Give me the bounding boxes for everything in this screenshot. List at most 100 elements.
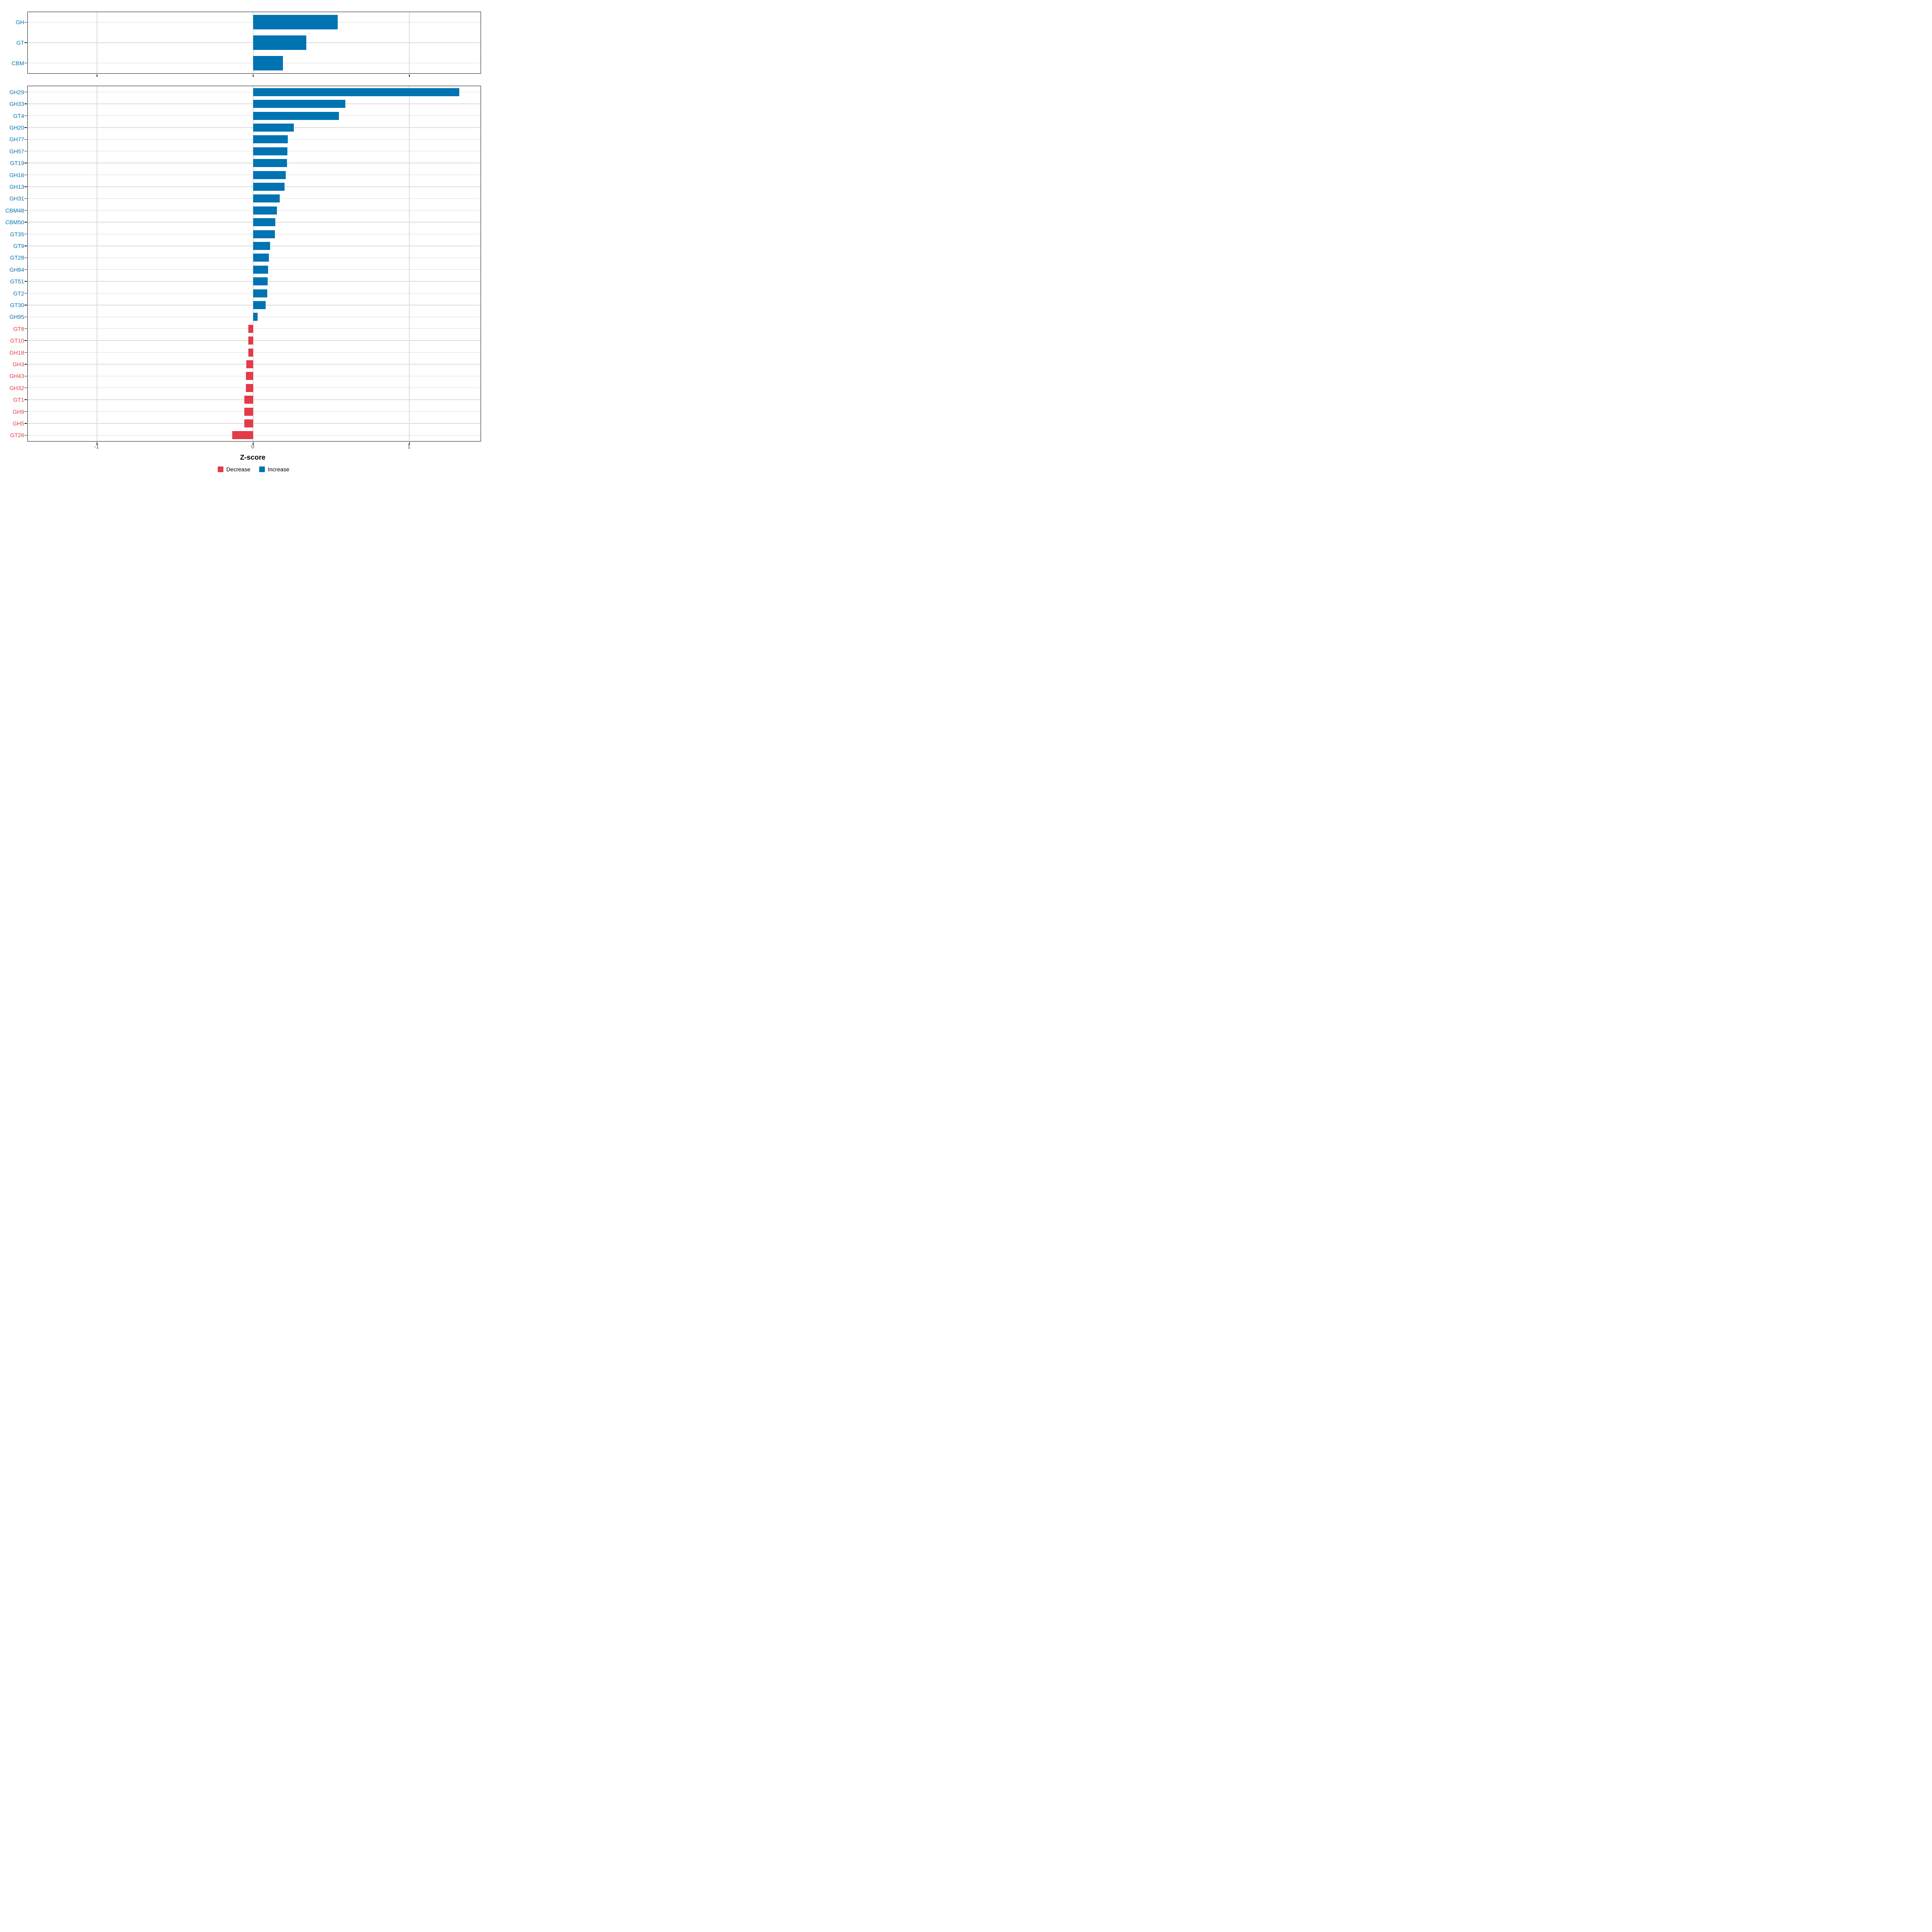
y-tick-GH84: [25, 269, 27, 270]
y-tick-GT8: [25, 328, 27, 329]
bar-GH84: [253, 265, 268, 274]
y-tick-GH57: [25, 151, 27, 152]
gridline-row-GH43: [28, 376, 481, 377]
category-label-GH31: GH31: [9, 195, 24, 202]
y-tick-GT10: [25, 340, 27, 341]
y-tick-GH95: [25, 316, 27, 318]
category-label-GT26: GT26: [10, 432, 24, 439]
bar-GT2: [253, 289, 267, 297]
category-label-GH84: GH84: [9, 266, 24, 273]
bar-CBM48: [253, 206, 277, 215]
x-tick-0: [253, 442, 254, 445]
y-tick-GT2: [25, 293, 27, 294]
y-tick-GH: [25, 22, 27, 23]
bar-CBM50: [253, 218, 275, 227]
y-tick-GT: [25, 42, 27, 43]
y-tick-GH31: [25, 198, 27, 199]
bar-GT10: [248, 336, 253, 345]
bar-GH9: [244, 407, 253, 416]
x-axis-tick-label-0: 0: [251, 444, 254, 450]
y-tick-GH9: [25, 411, 27, 412]
bar-GH43: [246, 372, 253, 380]
category-label-GH32: GH32: [9, 384, 24, 391]
bar-GH29: [253, 88, 460, 96]
category-label-GH77: GH77: [9, 136, 24, 143]
category-label-GT28: GT28: [10, 254, 24, 261]
gridline-row-GT1: [28, 399, 481, 400]
category-label-GH9: GH9: [12, 408, 24, 415]
category-label-CBM48: CBM48: [5, 207, 24, 214]
category-label-GH29: GH29: [9, 89, 24, 95]
y-tick-GH18: [25, 352, 27, 353]
legend-swatch-increase: [259, 466, 265, 472]
category-label-GH16: GH16: [9, 171, 24, 178]
gridline-row-GT10: [28, 340, 481, 341]
category-label-CBM: CBM: [11, 60, 24, 66]
gridline-row-GH3: [28, 364, 481, 365]
y-tick-CBM: [25, 62, 27, 64]
gridline-x-1: [409, 86, 410, 441]
y-tick-GH3: [25, 364, 27, 365]
category-label-GH20: GH20: [9, 124, 24, 131]
gridline-row-GH5: [28, 423, 481, 424]
bar-GH95: [253, 313, 258, 321]
category-label-GT9: GT9: [13, 242, 24, 249]
y-tick-GT26: [25, 435, 27, 436]
y-tick-GH5: [25, 423, 27, 424]
category-label-CBM50: CBM50: [5, 219, 24, 226]
x-axis-tick-label--1: -1: [94, 444, 99, 450]
y-tick-GH43: [25, 376, 27, 377]
bar-GH16: [253, 171, 286, 179]
y-tick-GT1: [25, 399, 27, 400]
bar-GH5: [244, 419, 253, 427]
bar-GT: [253, 35, 306, 50]
category-label-GH57: GH57: [9, 148, 24, 155]
legend-item-increase: Increase: [259, 466, 289, 473]
bottom-panel: GH29 GH33 GT4 GH20 GH77 GH57 GT19 GH16 GH13 GH31 C…: [5, 86, 481, 445]
bar-GH13: [253, 182, 285, 191]
category-label-GT35: GT35: [10, 231, 24, 237]
top-panel: GH GT CBM: [12, 12, 481, 77]
figure: GH GT CBM GH29 GH33 GT4 GH20 GH77 GH57 GT19 GH16 G…: [0, 0, 483, 483]
bar-GH77: [253, 135, 288, 144]
category-label-GT10: GT10: [10, 337, 24, 344]
y-tick-GH33: [25, 103, 27, 104]
bar-GH20: [253, 123, 294, 132]
bar-GH: [253, 15, 338, 30]
category-label-GH: GH: [16, 19, 24, 26]
bar-GH57: [253, 147, 287, 155]
category-label-GH95: GH95: [9, 314, 24, 320]
bar-GT28: [253, 254, 269, 262]
category-label-GT4: GT4: [13, 112, 24, 119]
bar-GH18: [248, 348, 253, 357]
bar-GT30: [253, 301, 266, 309]
category-label-GT19: GT19: [10, 160, 24, 167]
bar-GT26: [232, 431, 253, 440]
bar-GH32: [246, 384, 253, 392]
y-tick-GH20: [25, 127, 27, 128]
category-label-GT51: GT51: [10, 278, 24, 285]
gridline-row-GH18: [28, 352, 481, 353]
category-label-GT1: GT1: [13, 396, 24, 403]
category-label-GH5: GH5: [12, 420, 24, 427]
category-label-GH18: GH18: [9, 349, 24, 356]
y-tick-GT51: [25, 281, 27, 282]
gridline-row-GT26: [28, 435, 481, 436]
category-label-GH43: GH43: [9, 373, 24, 380]
category-label-GT30: GT30: [10, 301, 24, 308]
y-tick-GT35: [25, 233, 27, 235]
legend: Decrease Increase: [24, 466, 483, 473]
category-label-GT: GT: [16, 39, 24, 46]
bar-GT1: [244, 396, 253, 404]
bar-GT8: [248, 324, 253, 333]
bar-GT4: [253, 111, 339, 120]
bar-GT51: [253, 277, 268, 286]
y-tick-GH77: [25, 139, 27, 140]
x-tick-1: [409, 442, 410, 445]
category-label-GH33: GH33: [9, 101, 24, 107]
y-tick-CBM48: [25, 210, 27, 211]
y-tick-GH29: [25, 91, 27, 93]
bar-GH33: [253, 100, 345, 108]
x-axis-tick-label-1: 1: [407, 444, 411, 450]
bar-GT9: [253, 242, 270, 250]
